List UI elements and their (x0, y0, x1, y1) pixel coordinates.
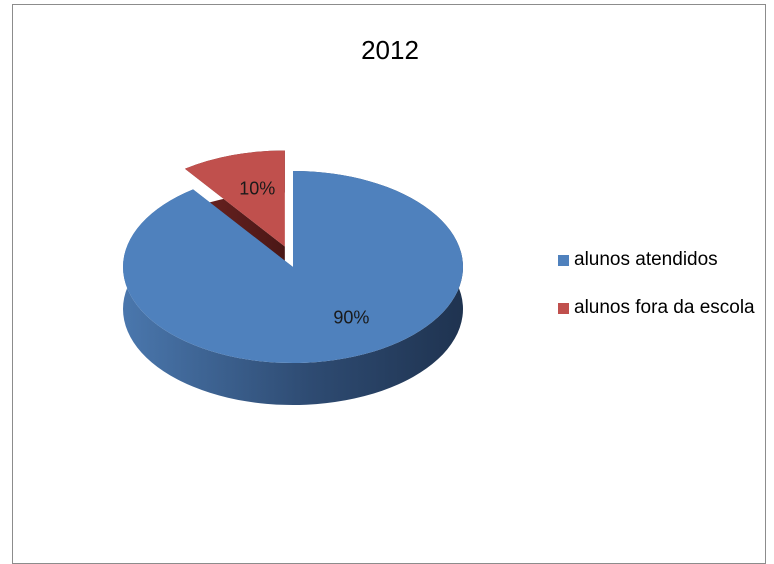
chart-area: 2012 90% 10% alunos atendidos alunos fora… (12, 4, 766, 564)
legend-label: alunos atendidos (574, 249, 718, 270)
legend-item-alunos-fora-da-escola: alunos fora da escola (558, 295, 755, 321)
legend-label: alunos fora da escola (574, 297, 755, 318)
legend-item-alunos-atendidos: alunos atendidos (558, 247, 755, 273)
legend-swatch-alunos-atendidos (558, 254, 569, 266)
data-label-alunos-atendidos: 90% (333, 308, 369, 328)
data-label-alunos-fora-da-escola: 10% (239, 179, 275, 199)
chart-title: 2012 (361, 35, 419, 65)
slice-alunos-atendidos (122, 171, 463, 363)
legend-swatch-alunos-fora-da-escola (558, 302, 569, 314)
pie-chart: 90% 10% (122, 150, 464, 405)
legend: alunos atendidos alunos fora da escola (558, 247, 755, 343)
slice-alunos-fora-da-escola (184, 150, 285, 247)
